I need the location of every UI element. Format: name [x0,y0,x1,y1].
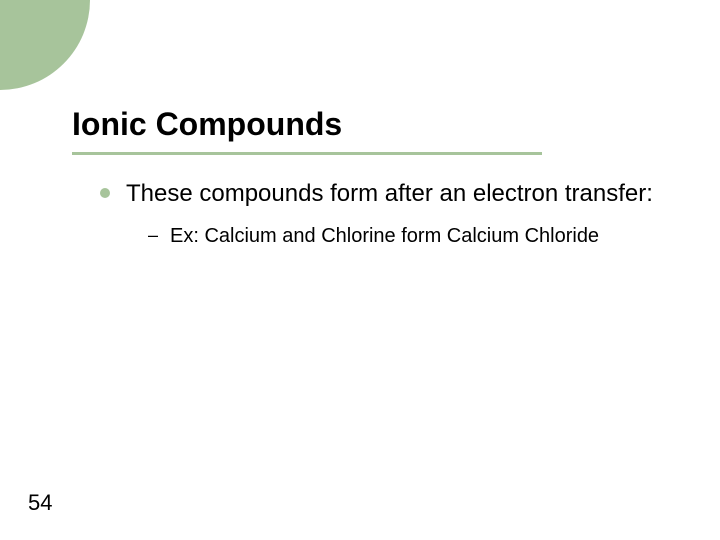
content-area: These compounds form after an electron t… [100,178,660,249]
bullet-item: These compounds form after an electron t… [100,178,660,209]
slide-title: Ionic Compounds [72,106,342,143]
title-rule [72,152,542,155]
dash-icon: – [148,225,158,246]
top-band [0,0,720,90]
bullet-icon [100,188,110,198]
page-number: 54 [28,490,52,516]
sub-bullet-item: – Ex: Calcium and Chlorine form Calcium … [148,223,660,249]
bullet-text: These compounds form after an electron t… [126,178,653,209]
sub-bullet-text: Ex: Calcium and Chlorine form Calcium Ch… [170,223,599,249]
